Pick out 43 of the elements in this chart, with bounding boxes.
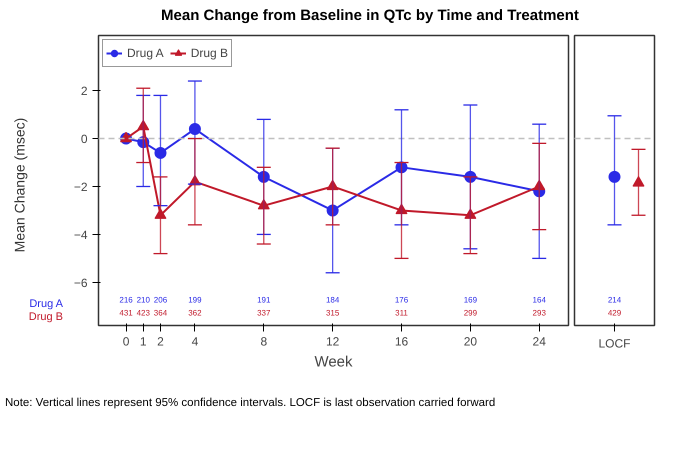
y-tick-label: −4 xyxy=(74,228,88,242)
annotation: 315 xyxy=(326,308,340,318)
annotation: 199 xyxy=(188,296,202,304)
legend-label: Drug A xyxy=(127,46,164,60)
text: Drug A xyxy=(29,297,63,312)
x-tick-label: 2 xyxy=(157,334,164,348)
x-axis-title: Week xyxy=(314,354,354,370)
annotation: 293 xyxy=(532,308,546,318)
annotation: 206 xyxy=(154,296,168,304)
annotation: 176 xyxy=(394,296,409,304)
annotation: 364 xyxy=(154,308,168,318)
y-axis-title: Mean Change (msec) xyxy=(10,118,28,252)
x-tick-label: LOCF xyxy=(598,336,631,350)
x-tick-label: 0 xyxy=(122,334,130,348)
annotation: 191 xyxy=(257,296,271,304)
annotation: 210 xyxy=(136,296,150,304)
annotation: 299 xyxy=(464,308,478,318)
y-tick-label: −6 xyxy=(74,276,88,290)
y-tick-label: 2 xyxy=(80,84,88,98)
x-tick-label: 1 xyxy=(140,334,147,348)
annotation: 423 xyxy=(136,308,150,318)
x-tick-label: 4 xyxy=(192,334,199,348)
y-tick-label: 0 xyxy=(80,132,88,146)
annotation: 184 xyxy=(326,296,340,304)
annotation: 169 xyxy=(464,296,478,304)
annotation: 431 xyxy=(119,308,134,318)
annotation: 337 xyxy=(257,308,271,318)
x-tick-label: 12 xyxy=(326,334,340,348)
annotation: 311 xyxy=(395,308,408,318)
x-tick-label: 16 xyxy=(394,334,409,348)
legend-label: Drug B xyxy=(190,46,228,60)
y-tick-label: −2 xyxy=(74,180,88,194)
annotation: 216 xyxy=(119,296,134,304)
annotation: 164 xyxy=(532,296,546,304)
chart-title: Mean Change from Baseline in QTc by Time and Treatment xyxy=(161,6,579,26)
x-tick-label: 24 xyxy=(532,334,546,348)
text: Drug B xyxy=(28,310,63,325)
x-tick-label: 8 xyxy=(260,334,268,348)
text: Note: Vertical lines represent 95% confidence intervals. LOCF is last observation carried forward xyxy=(5,396,496,411)
annotation: 429 xyxy=(608,308,622,318)
annotation: 362 xyxy=(188,308,202,318)
x-tick-label: 20 xyxy=(464,334,478,348)
annotation: 214 xyxy=(608,296,622,304)
